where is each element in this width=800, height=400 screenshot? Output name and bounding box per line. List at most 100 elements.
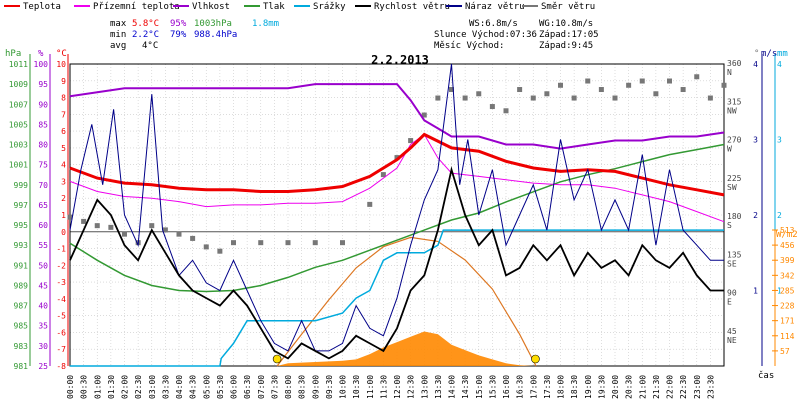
rain-tick-label: 3 <box>777 136 782 145</box>
gust-line <box>69 63 724 352</box>
x-tick-label: 11:30 <box>379 375 388 399</box>
x-tick-label: 13:30 <box>434 375 443 399</box>
solar-area <box>277 331 534 366</box>
wind-tick-label: 2 <box>753 211 758 220</box>
chart-title: 2.2.2013 <box>371 53 429 67</box>
unit-mm: mm <box>777 49 788 59</box>
humidity-axis-tick-label: 80 <box>38 141 48 150</box>
pressure-axis-tick-label: 1011 <box>9 60 28 69</box>
rain-tick-label: 1 <box>777 287 782 296</box>
pressure-axis-tick-label: 989 <box>14 281 29 290</box>
humidity-line <box>69 83 725 150</box>
direction-point <box>558 82 563 88</box>
x-tick-label: 19:00 <box>584 375 593 399</box>
direction-point <box>694 74 700 80</box>
x-tick-label: 20:00 <box>611 375 620 399</box>
temperature-axis-tick-label: 0 <box>61 228 66 237</box>
direction-tick-label: 270 <box>727 136 742 145</box>
temperature-axis-tick-label: 4 <box>61 161 66 170</box>
direction-point <box>190 235 196 241</box>
direction-compass-label: SW <box>727 183 737 192</box>
humidity-axis-tick-label: 35 <box>38 322 48 331</box>
x-tick-label: 14:00 <box>448 375 457 399</box>
direction-tick-label: 45 <box>727 327 737 336</box>
x-tick-label: 15:30 <box>488 375 497 399</box>
solar-tick-label: 456 <box>780 241 795 250</box>
series <box>67 63 727 367</box>
direction-point <box>612 95 618 101</box>
stats-block: max 5.8°C 95% 1003hPa 1.8mm min 2.2°C 79… <box>110 19 279 51</box>
stat-max-label: max <box>110 19 127 29</box>
humidity-axis-tick-label: 30 <box>38 342 48 351</box>
direction-point <box>489 104 495 110</box>
direction-point <box>571 95 577 101</box>
direction-point <box>94 223 100 229</box>
humidity-axis-tick-label: 50 <box>38 261 48 270</box>
solar-tick-label: 285 <box>780 286 795 295</box>
direction-compass-label: SE <box>727 259 737 268</box>
x-tick-label: 18:00 <box>557 375 566 399</box>
x-tick-label: 10:00 <box>339 375 348 399</box>
direction-point <box>217 248 223 254</box>
legend-ground-temp: Přízemní teplota <box>93 2 180 12</box>
rain-tick-label: 4 <box>777 60 782 69</box>
temperature-axis-tick-label: -2 <box>56 261 66 270</box>
pressure-axis-tick-label: 997 <box>14 201 29 210</box>
direction-tick-label: 180 <box>727 212 742 221</box>
solar-tick-label: 114 <box>780 332 795 341</box>
x-tick-label: 14:30 <box>461 375 470 399</box>
wind-sun-info: WS:6.8m/s WG:10.8m/s Slunce Východ:07:36… <box>434 19 599 51</box>
temperature-axis-tick-label: 8 <box>61 94 66 103</box>
x-tick-label: 18:30 <box>570 375 579 399</box>
moonrise-info: Měsíc Východ: <box>434 41 504 51</box>
stat-min-humidity: 79% <box>170 30 187 40</box>
humidity-axis-tick-label: 100 <box>34 60 49 69</box>
direction-point <box>312 240 318 246</box>
x-tick-label: 16:00 <box>502 375 511 399</box>
humidity-axis-tick-label: 90 <box>38 100 48 109</box>
moonset-info: Západ:9:45 <box>539 41 593 51</box>
direction-tick-label: 225 <box>727 174 742 183</box>
x-tick-label: 06:30 <box>243 375 252 399</box>
direction-tick-label: 315 <box>727 97 742 106</box>
x-tick-label: 01:30 <box>107 375 116 399</box>
stat-max-humidity: 95% <box>170 19 187 29</box>
x-tick-label: 02:00 <box>121 375 130 399</box>
legend-rain: Srážky <box>313 2 346 12</box>
stat-min-label: min <box>110 30 126 40</box>
x-tick-label: 08:30 <box>298 375 307 399</box>
direction-point <box>435 95 441 101</box>
direction-point <box>667 78 672 84</box>
humidity-axis-tick-label: 40 <box>38 302 48 311</box>
sunrise-info: Slunce Východ:07:36 <box>434 30 537 40</box>
ground-temp-line <box>69 133 725 223</box>
x-tick-label: 12:00 <box>393 375 402 399</box>
x-tick-label: 05:00 <box>202 375 211 399</box>
pressure-axis-tick-label: 987 <box>14 302 29 311</box>
x-tick-label: 03:00 <box>148 375 157 399</box>
humidity-axis-tick-label: 45 <box>38 281 48 290</box>
temperature-axis-tick-label: 5 <box>61 144 66 153</box>
x-tick-label: 21:30 <box>652 375 661 399</box>
unit-time: čas <box>758 370 774 381</box>
pressure-axis-tick-label: 1007 <box>9 100 28 109</box>
temperature-axis-tick-label: 3 <box>61 177 66 186</box>
temperature-axis-tick-label: -8 <box>56 362 66 371</box>
solar-max-line <box>276 236 537 367</box>
direction-point <box>462 95 468 101</box>
wind-tick-label: 1 <box>753 287 758 296</box>
wind-speed-line <box>69 166 724 360</box>
x-tick-label: 21:00 <box>638 375 647 399</box>
x-tick-label: 09:30 <box>325 375 334 399</box>
pressure-axis-tick-label: 999 <box>14 181 29 190</box>
direction-tick-label: 360 <box>727 59 742 68</box>
temperature-axis-tick-label: -1 <box>56 245 66 254</box>
wind-gust-info: WG:10.8m/s <box>539 19 593 29</box>
direction-point <box>544 91 550 97</box>
direction-tick-label: 90 <box>727 289 737 298</box>
temperature-axis-tick-label: 1 <box>61 211 66 220</box>
unit-celsius: °C <box>56 49 67 59</box>
direction-point <box>598 87 604 93</box>
direction-point <box>162 227 168 233</box>
